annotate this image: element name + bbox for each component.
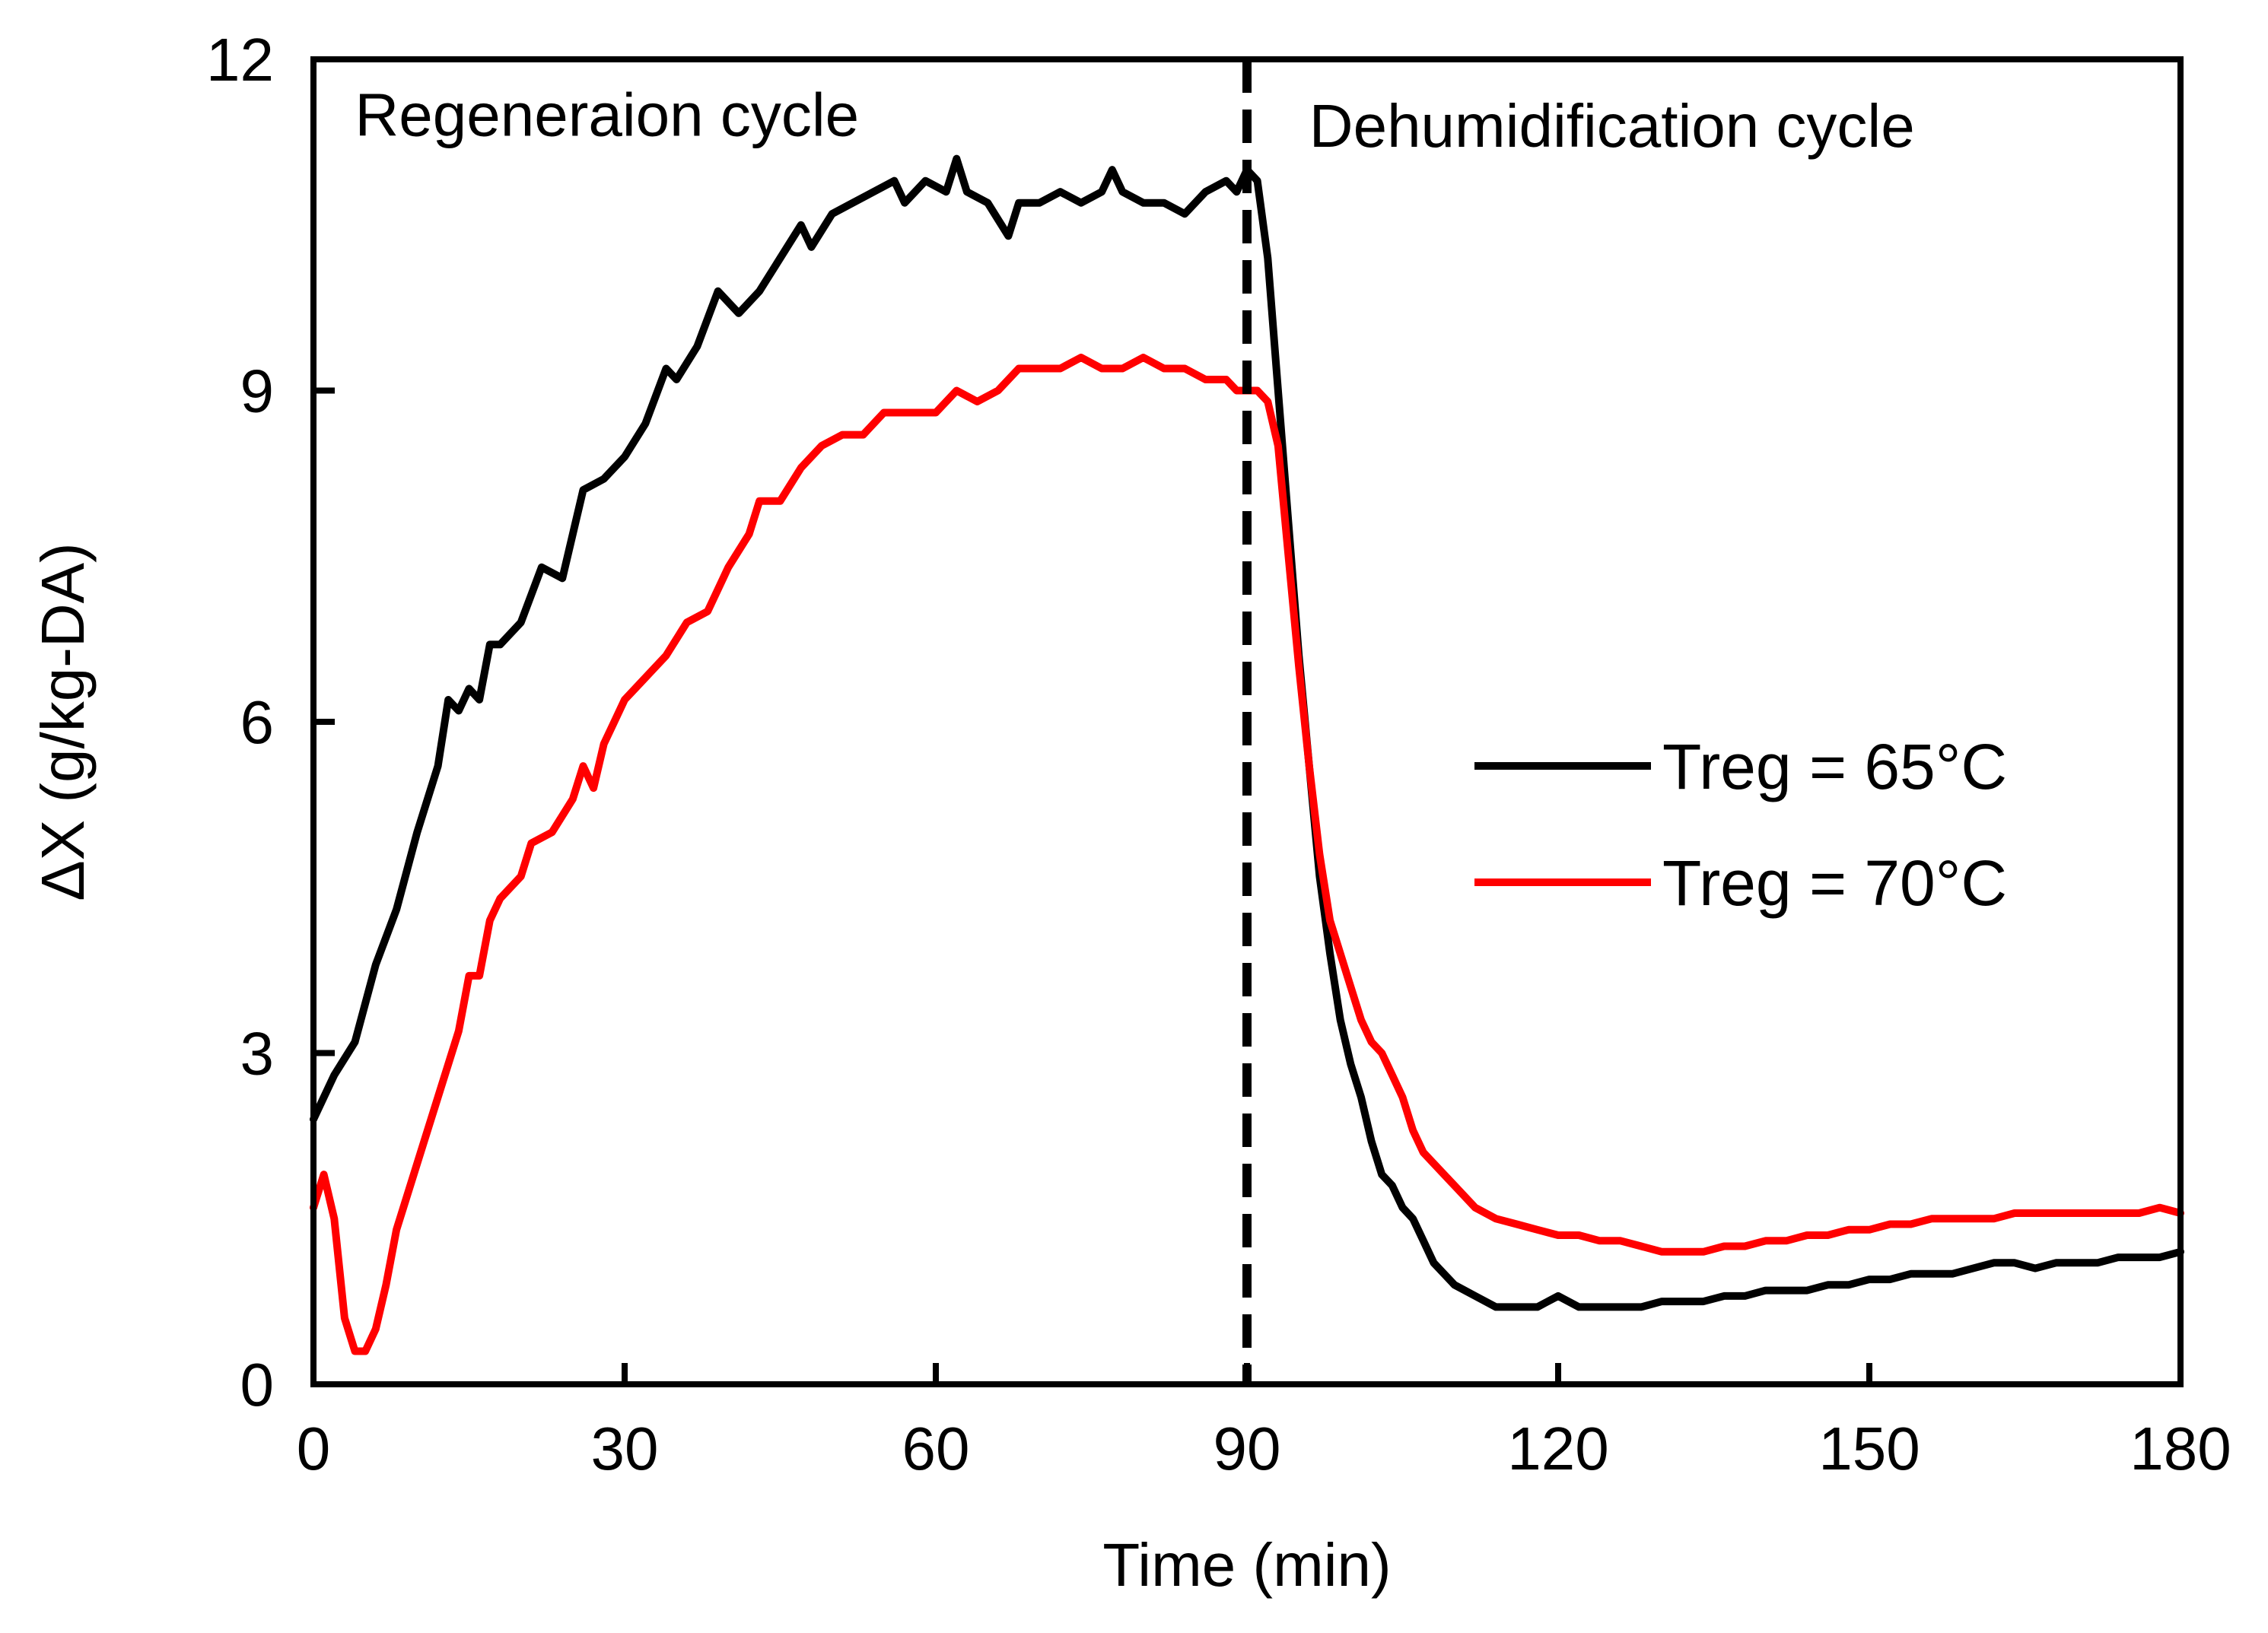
y-tick-label: 3 [240, 1020, 275, 1088]
legend-label-treg-65: Treg = 65°C [1662, 731, 2007, 802]
series-line-0 [310, 154, 2184, 1311]
x-tick-label: 30 [591, 1415, 659, 1482]
annotation-regeneration-cycle: Regeneraion cycle [355, 81, 860, 149]
x-tick-label: 60 [902, 1415, 970, 1482]
x-tick-label: 120 [1507, 1415, 1608, 1482]
x-axis-title: Time (min) [1102, 1531, 1391, 1599]
y-tick-label: 12 [206, 26, 274, 94]
legend-label-treg-70: Treg = 70°C [1662, 847, 2007, 919]
y-tick-label: 0 [240, 1351, 275, 1419]
tick-layer: 0 30 60 90 120 150 180 0 3 6 9 12 [206, 26, 2231, 1482]
series-line-1 [310, 354, 2184, 1355]
x-tick-label: 90 [1214, 1415, 1281, 1482]
y-tick-label: 9 [240, 357, 275, 425]
y-axis-title: ΔX (g/kg-DA) [29, 542, 97, 901]
x-tick-label: 0 [297, 1415, 331, 1482]
y-tick-label: 6 [240, 688, 275, 756]
series-layer [310, 154, 2184, 1355]
x-tick-label: 180 [2130, 1415, 2231, 1482]
annotation-dehumidification-cycle: Dehumidification cycle [1309, 92, 1915, 160]
legend: Treg = 65°C Treg = 70°C [1474, 731, 2007, 919]
x-tick-label: 150 [1818, 1415, 1920, 1482]
